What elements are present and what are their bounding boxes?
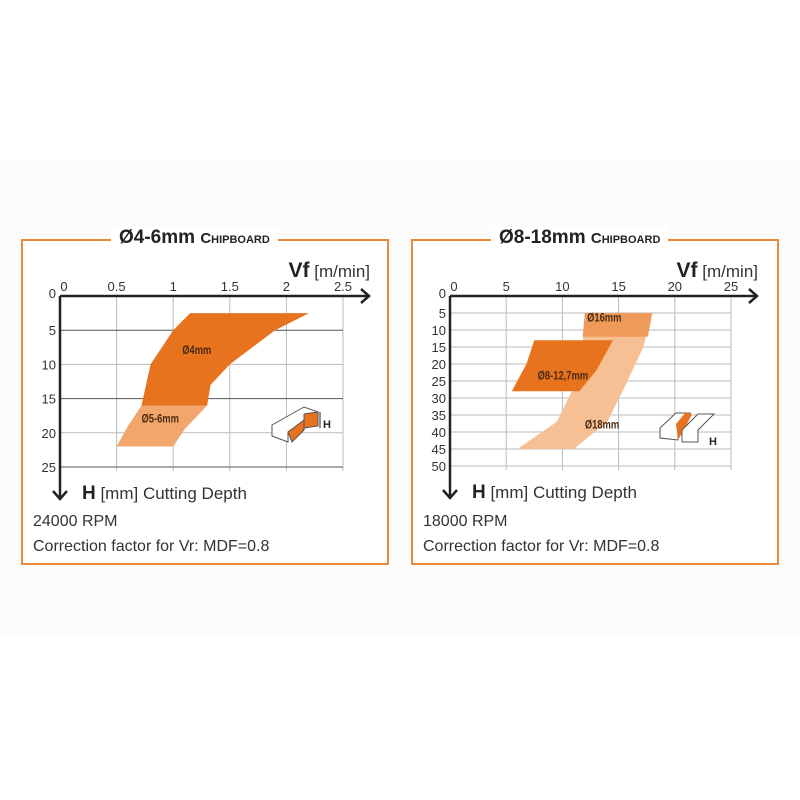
x-tick-label: 2 [283,279,290,294]
x-tick-label: 2.5 [334,279,352,294]
y-tick-label: 10 [432,323,446,338]
y-tick-label: 5 [49,323,56,338]
y-tick-label: 0 [439,286,446,301]
rpm-text: 18000 RPM [423,513,508,530]
y-tick-label: 5 [439,306,446,321]
h-marker-label: H [323,419,331,431]
correction-note: Correction factor for Vr: MDF=0.8 [423,538,660,555]
y-axis-arrow-icon [52,490,68,501]
correction-note: Correction factor for Vr: MDF=0.8 [33,538,270,555]
chart-title: Ø8-18mm Chipboard [491,227,669,249]
workpiece-cut-icon [287,419,305,443]
y-tick-label: 0 [49,286,56,301]
region-Ø8-12,7mm [511,340,613,392]
y-tick-label: 40 [432,425,446,440]
x-axis-label: Vf [m/min] [289,259,370,282]
region-Ø4mm [141,313,310,406]
groove-fill [676,412,692,440]
y-tick-label: 50 [432,459,446,474]
y-tick-label: 20 [432,357,446,372]
x-axis-label: Vf [m/min] [677,259,758,282]
y-tick-label: 15 [42,392,56,407]
y-tick-label: 20 [42,426,56,441]
x-axis-arrow-icon [360,288,371,304]
x-tick-label: 0.5 [108,279,126,294]
y-tick-label: 25 [42,460,56,475]
y-tick-label: 15 [432,340,446,355]
region-label: Ø5-6mm [142,413,179,426]
y-tick-label: 10 [42,357,56,372]
chart-title: Ø4-6mm Chipboard [111,227,278,249]
x-tick-label: 25 [724,279,738,294]
region-label: Ø4mm [182,344,211,357]
y-tick-label: 30 [432,391,446,406]
h-marker-label: H [709,436,717,448]
chart-panel-8-18mm: Ø8-18mm Chipboard 18000 RPM Correction f… [411,227,779,565]
x-tick-label: 1 [170,279,177,294]
x-tick-label: 20 [668,279,682,294]
y-tick-label: 25 [432,374,446,389]
x-tick-label: 0 [60,279,67,294]
x-tick-label: 10 [555,279,569,294]
y-tick-label: 35 [432,408,446,423]
region-Ø5-6mm [116,405,208,447]
region-label: Ø16mm [587,311,621,324]
region-Ø16mm [582,313,653,337]
rpm-text: 24000 RPM [33,513,118,530]
x-tick-label: 1.5 [221,279,239,294]
y-tick-label: 45 [432,442,446,457]
y-axis-label: H [mm] Cutting Depth [472,482,637,503]
workpiece-block-icon [681,413,716,443]
y-axis-label: H [mm] Cutting Depth [82,483,247,504]
y-axis-arrow-icon [442,489,458,500]
x-tick-label: 5 [503,279,510,294]
region-label: Ø18mm [585,419,619,432]
region-label: Ø8-12,7mm [538,369,588,382]
x-axis-arrow-icon [748,288,759,304]
workpiece-cut-icon [303,411,319,429]
x-tick-label: 15 [611,279,625,294]
x-tick-label: 0 [450,279,457,294]
